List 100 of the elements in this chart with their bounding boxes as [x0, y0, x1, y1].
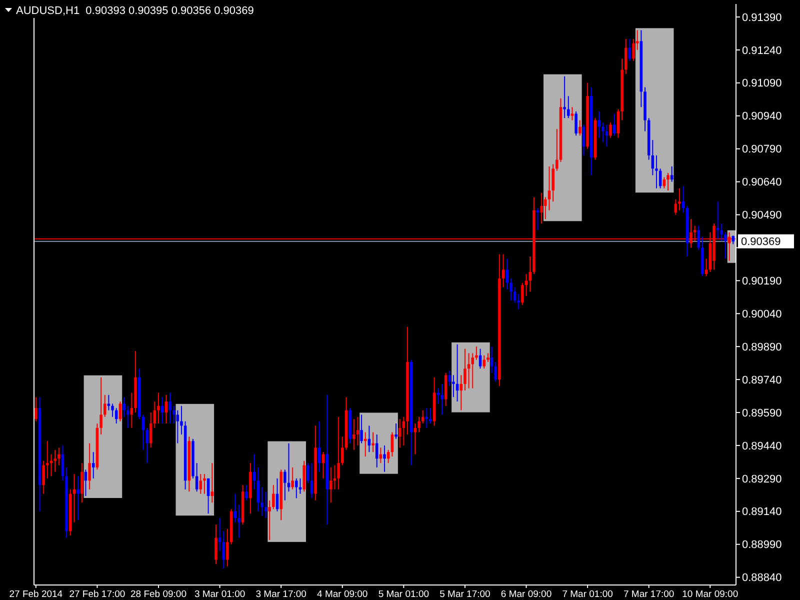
- candlestick: [636, 30, 639, 50]
- candlestick: [513, 286, 516, 304]
- candlestick: [394, 422, 398, 440]
- candlestick: [118, 401, 122, 422]
- y-tick-label: 0.89590: [742, 407, 782, 420]
- candlestick: [195, 462, 198, 492]
- candlestick: [142, 414, 145, 450]
- candlestick: [521, 282, 524, 306]
- candlestick: [502, 254, 505, 288]
- candlestick: [168, 392, 172, 424]
- y-tick-label: 0.90040: [742, 308, 782, 320]
- candlestick: [482, 354, 486, 370]
- candlestick: [678, 188, 681, 211]
- candlestick: [540, 192, 543, 224]
- candlestick: [180, 405, 183, 435]
- candlestick: [414, 422, 417, 455]
- candlestick: [418, 416, 420, 433]
- candlestick: [724, 232, 727, 260]
- x-tick-label: 5 Mar 17:00: [440, 589, 490, 600]
- candlestick: [548, 166, 551, 211]
- y-tick-label: 0.90940: [742, 110, 782, 123]
- candlestick: [390, 432, 394, 457]
- candlestick: [58, 447, 60, 466]
- candlestick: [330, 466, 332, 504]
- candlestick: [578, 120, 582, 136]
- candlestick: [291, 466, 294, 490]
- x-tick-label: 10 Mar 09:00: [682, 589, 738, 600]
- candlestick: [704, 258, 708, 277]
- candlestick: [655, 154, 658, 189]
- candlestick: [360, 414, 363, 444]
- candlestick: [609, 122, 612, 138]
- candlestick: [153, 401, 156, 428]
- candlestick: [670, 166, 674, 182]
- candlestick: [176, 410, 180, 444]
- candlestick: [574, 110, 578, 136]
- y-tick-label: 0.89890: [742, 341, 782, 354]
- candlestick: [563, 76, 566, 119]
- candlestick: [624, 38, 628, 75]
- candlestick: [464, 348, 466, 392]
- candlestick: [602, 122, 604, 143]
- candlestick: [383, 444, 386, 472]
- candlestick: [284, 469, 286, 501]
- candlestick: [510, 278, 512, 301]
- candlestick: [157, 392, 160, 424]
- y-tick-label: 0.91390: [742, 12, 782, 24]
- candlestick: [76, 476, 80, 521]
- candlestick: [298, 478, 302, 494]
- x-tick-label: 27 Feb 17:00: [69, 589, 126, 600]
- candlestick: [268, 500, 271, 540]
- candlestick: [697, 225, 700, 250]
- candlestick: [666, 172, 670, 192]
- candlestick: [149, 412, 152, 448]
- candlestick: [524, 274, 528, 297]
- candlestick: [260, 486, 264, 516]
- candlestick: [616, 108, 620, 138]
- candlestick: [429, 408, 432, 424]
- candlestick: [352, 418, 356, 450]
- candlestick: [238, 504, 240, 538]
- candlestick: [199, 474, 202, 494]
- candlestick: [111, 403, 114, 418]
- candlestick: [628, 38, 632, 62]
- candlestick: [440, 383, 444, 416]
- candlestick: [164, 394, 168, 424]
- candlestick: [206, 478, 210, 514]
- candlestick: [122, 396, 126, 418]
- x-tick-label: 7 Mar 01:00: [562, 589, 613, 600]
- y-tick-label: 0.90190: [742, 276, 782, 288]
- chart-title: AUDUSD,H1 0.90393 0.90395 0.90356 0.90369: [16, 5, 254, 17]
- candlestick: [272, 484, 275, 510]
- candlestick: [264, 491, 268, 518]
- candlestick: [203, 474, 206, 494]
- candlestick: [567, 96, 570, 119]
- candlestick: [452, 374, 455, 398]
- x-tick-label: 4 Mar 09:00: [317, 589, 368, 600]
- candlestick: [720, 223, 724, 242]
- candlestick: [475, 346, 478, 360]
- y-tick-label: 0.90790: [742, 144, 782, 156]
- candlestick: [337, 416, 340, 490]
- candlestick: [88, 442, 91, 490]
- candlestick: [605, 124, 608, 148]
- candlestick: [80, 462, 84, 504]
- candlestick: [92, 452, 95, 479]
- x-tick-label: 6 Mar 09:00: [500, 589, 552, 600]
- y-tick-label: 0.89140: [742, 506, 782, 518]
- candlestick: [310, 462, 314, 499]
- candlestick: [46, 440, 49, 479]
- candlestick: [146, 427, 148, 464]
- y-tick-label: 0.88990: [742, 539, 782, 552]
- ref-line-label: 0.90369: [741, 236, 781, 248]
- candlestick: [528, 256, 532, 292]
- candlestick: [100, 376, 102, 435]
- candlestick: [478, 348, 482, 370]
- x-tick-label: 28 Feb 09:00: [130, 589, 186, 600]
- candlestick: [372, 432, 374, 453]
- y-tick-label: 0.91240: [742, 44, 782, 57]
- candlestick: [295, 478, 298, 499]
- x-tick-label: 3 Mar 01:00: [194, 589, 246, 600]
- candlestick: [506, 258, 508, 290]
- candlestick: [234, 493, 236, 523]
- candlestick: [467, 352, 470, 389]
